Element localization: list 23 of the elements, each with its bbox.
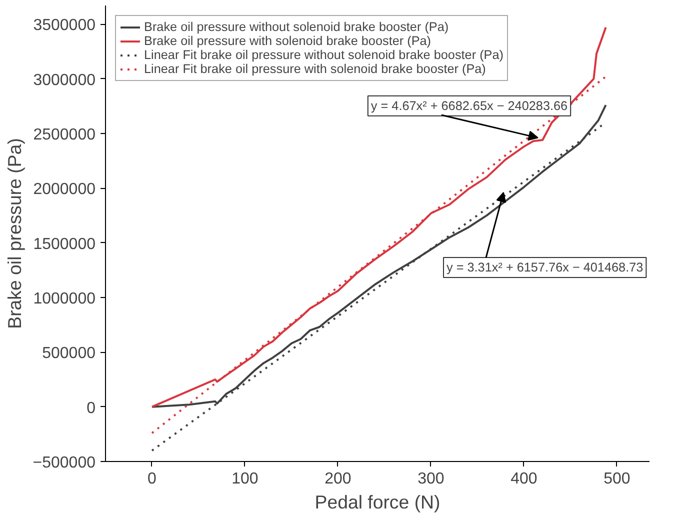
x-tick-label: 0	[148, 470, 157, 488]
y-tick-label: 500000	[42, 345, 96, 362]
y-tick-label: 2000000	[33, 181, 96, 198]
y-axis-title: Brake oil pressure (Pa)	[4, 138, 25, 329]
x-tick-label: 100	[232, 470, 258, 488]
y-tick-label: 0	[86, 400, 96, 417]
annotation: y = 3.31x² + 6157.76x − 401468.73	[446, 260, 644, 274]
x-axis-title: Pedal force (N)	[314, 492, 440, 512]
y-tick-label: 3500000	[33, 17, 96, 34]
legend-label: Linear Fit brake oil pressure without solenoid brake booster (Pa)	[144, 48, 504, 62]
x-tick-label: 200	[324, 470, 352, 488]
legend-label: Linear Fit brake oil pressure with solenoid brake booster (Pa)	[144, 62, 486, 76]
x-tick-label: 500	[604, 470, 630, 488]
legend-label: Brake oil pressure without solenoid brake booster (Pa)	[144, 20, 449, 34]
y-tick-label: 1000000	[33, 290, 96, 308]
x-tick-label: 300	[418, 470, 444, 488]
y-tick-label: 3000000	[33, 72, 96, 89]
y-tick-label: 1500000	[33, 236, 96, 253]
annotation: y = 4.67x² + 6682.65x − 240283.66	[370, 98, 568, 113]
y-tick-label: −500000	[32, 454, 96, 472]
y-tick-label: 2500000	[33, 126, 96, 144]
x-tick-label: 400	[510, 470, 538, 488]
legend-label: Brake oil pressure with solenoid brake booster (Pa)	[144, 34, 432, 48]
